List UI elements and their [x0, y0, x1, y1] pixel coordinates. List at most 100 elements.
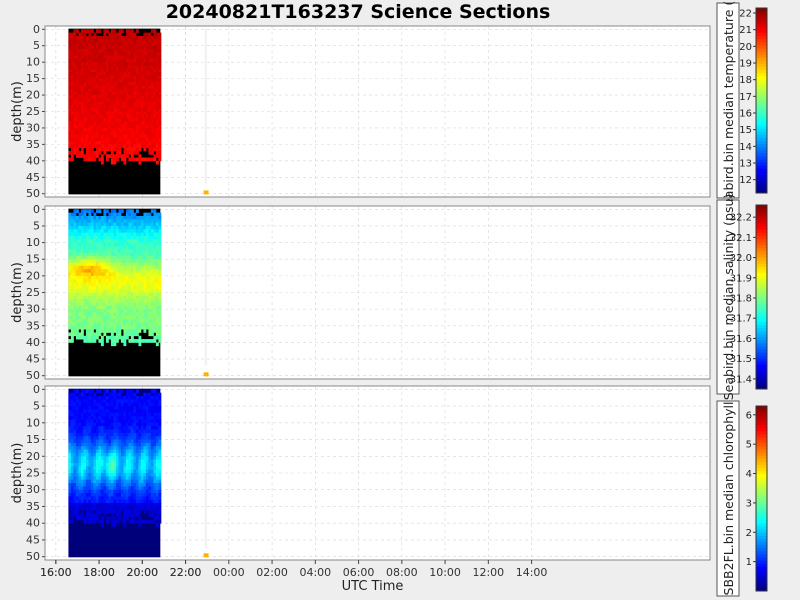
heatmap-cell [100, 134, 104, 139]
heatmap-cell [85, 85, 89, 89]
heatmap-cell [115, 446, 119, 450]
heatmap-cell [123, 289, 127, 293]
heatmap-cell [83, 295, 87, 300]
heatmap-cell [108, 144, 112, 149]
heatmap-cell [120, 62, 124, 66]
heatmap-cell [138, 222, 142, 227]
heatmap-cell [120, 52, 124, 56]
heatmap-cell [88, 255, 92, 260]
heatmap-cell [128, 114, 132, 119]
heatmap-cell [120, 506, 124, 511]
heatmap-cell [83, 456, 87, 461]
colorbar-swatch [756, 281, 767, 286]
heatmap-cell [155, 503, 159, 507]
heatmap-cell [93, 114, 97, 119]
heatmap-cell [123, 45, 127, 50]
heatmap-cell [95, 456, 99, 461]
heatmap-cell [103, 215, 107, 220]
heatmap-cell [90, 141, 94, 145]
heatmap-cell [80, 389, 84, 394]
heatmap-cell [115, 325, 119, 330]
heatmap-cell [73, 118, 77, 122]
heatmap-cell [135, 513, 139, 517]
heatmap-cell [93, 325, 97, 330]
heatmap-cell [93, 269, 97, 273]
heatmap-cell [135, 332, 139, 337]
heatmap-cell [105, 282, 109, 287]
heatmap-cell [70, 114, 74, 119]
heatmap-cell [105, 496, 109, 501]
heatmap-cell [105, 49, 109, 53]
heatmap-cell [73, 432, 77, 437]
heatmap-cell [83, 319, 87, 323]
heatmap-cell [70, 150, 74, 155]
heatmap-cell [100, 459, 104, 464]
heatmap-cell [150, 134, 154, 139]
heatmap-cell [150, 75, 154, 80]
heatmap-cell [95, 249, 99, 253]
colorbar-swatch [756, 486, 767, 490]
colorbar-swatch [756, 513, 767, 518]
colorbar-swatch [756, 367, 767, 371]
heatmap-cell [138, 329, 142, 333]
heatmap-cell [123, 232, 127, 237]
heatmap-cell [115, 409, 119, 414]
heatmap-cell [115, 88, 119, 93]
heatmap-cell [143, 111, 147, 116]
colorbar-swatch [756, 63, 767, 67]
heatmap-cell [93, 483, 97, 487]
heatmap-cell [113, 319, 117, 323]
heatmap-cell [70, 406, 74, 410]
heatmap-cell [118, 452, 122, 457]
heatmap-cell [93, 506, 97, 511]
heatmap-cell [98, 252, 102, 257]
heatmap-cell [98, 499, 102, 504]
heatmap-cell [120, 476, 124, 481]
heatmap-cell [145, 141, 149, 145]
colorbar-swatch [756, 535, 767, 539]
heatmap-cell [98, 339, 102, 343]
heatmap-cell [103, 476, 107, 481]
heatmap-cell [78, 335, 82, 340]
heatmap-cell [113, 469, 117, 474]
heatmap-cell [110, 235, 114, 240]
heatmap-cell [100, 124, 104, 129]
heatmap-cell [103, 452, 107, 457]
heatmap-cell [155, 279, 159, 283]
heatmap-cell [128, 496, 132, 501]
heatmap-cell [93, 101, 97, 106]
heatmap-cell [103, 466, 107, 471]
colorbar-swatch [756, 149, 767, 154]
heatmap-cell [135, 262, 139, 267]
heatmap-cell [128, 239, 132, 243]
heatmap-cell [83, 459, 87, 464]
heatmap-cell [100, 62, 104, 66]
heatmap-cell [88, 282, 92, 287]
heatmap-cell [108, 262, 112, 267]
heatmap-cell [143, 232, 147, 237]
heatmap-cell [105, 104, 109, 109]
heatmap-cell [90, 309, 94, 313]
heatmap-cell [68, 436, 72, 440]
heatmap-cell [93, 476, 97, 481]
heatmap-cell [108, 147, 112, 152]
heatmap-cell [135, 39, 139, 43]
heatmap-cell [120, 262, 124, 267]
heatmap-cell [113, 147, 117, 152]
heatmap-cell [123, 342, 127, 347]
heatmap-cell [113, 292, 117, 297]
heatmap-cell [123, 329, 127, 333]
heatmap-cell [118, 496, 122, 501]
heatmap-cell [133, 232, 137, 237]
heatmap-cell [85, 265, 89, 270]
heatmap-cell [85, 503, 89, 507]
heatmap-cell [140, 449, 144, 454]
heatmap-cell [78, 68, 82, 73]
heatmap-cell [100, 219, 104, 224]
heatmap-cell [108, 131, 112, 135]
heatmap-cell [150, 329, 154, 333]
heatmap-cell [73, 45, 77, 50]
heatmap-cell [115, 279, 119, 283]
heatmap-cell [75, 75, 79, 80]
heatmap-cell [100, 329, 104, 333]
